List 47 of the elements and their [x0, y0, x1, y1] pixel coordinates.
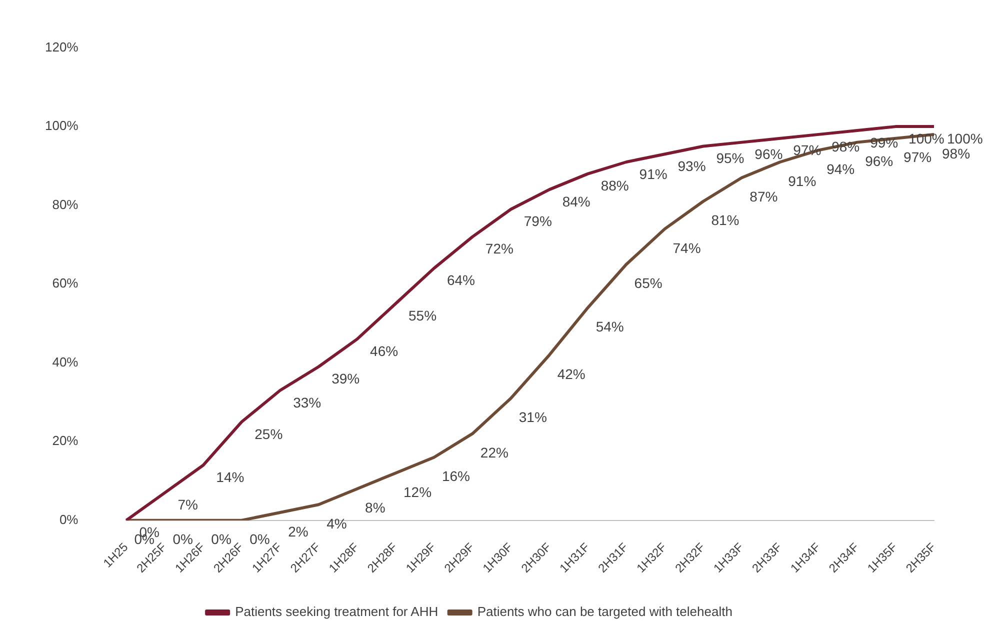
data-label: 79%	[524, 213, 552, 230]
data-label: 95%	[716, 150, 744, 166]
data-label: 87%	[750, 188, 778, 205]
data-label: 4%	[326, 515, 347, 532]
data-label: 96%	[865, 153, 894, 170]
data-label: 0%	[250, 531, 270, 548]
y-tick-label: 20%	[52, 433, 79, 448]
data-label: 14%	[216, 469, 244, 486]
data-label: 94%	[826, 161, 855, 178]
data-label: 93%	[678, 158, 706, 174]
legend-label: Patients who can be targeted with telehealth	[477, 604, 732, 620]
data-label: 64%	[446, 272, 475, 288]
data-label: 81%	[711, 212, 740, 228]
data-label: 84%	[562, 193, 590, 210]
legend-label: Patients seeking treatment for AHH	[235, 604, 438, 620]
data-label: 0%	[211, 531, 232, 548]
data-label: 46%	[370, 343, 398, 360]
data-label: 8%	[365, 500, 386, 516]
data-label: 39%	[332, 370, 360, 387]
data-label: 88%	[600, 178, 629, 194]
y-tick-label: 40%	[52, 354, 79, 370]
data-label: 72%	[485, 240, 514, 257]
y-tick-label: 80%	[52, 196, 79, 212]
data-label: 31%	[518, 409, 547, 426]
data-label: 42%	[557, 366, 586, 382]
y-tick-label: 100%	[45, 118, 79, 134]
data-label: 98%	[942, 145, 970, 162]
y-tick-label: 60%	[52, 276, 79, 291]
data-label: 25%	[254, 426, 283, 442]
data-label: 97%	[904, 149, 932, 166]
data-label: 96%	[754, 146, 783, 162]
data-label: 74%	[672, 240, 701, 256]
data-label: 7%	[178, 496, 198, 513]
y-tick-label: 120%	[45, 39, 79, 54]
data-label: 54%	[596, 318, 624, 335]
data-label: 91%	[639, 166, 668, 182]
data-label: 0%	[172, 531, 193, 548]
data-label: 55%	[408, 308, 437, 324]
data-label: 91%	[788, 172, 816, 189]
data-label: 16%	[442, 468, 470, 484]
data-label: 33%	[293, 394, 322, 410]
data-label: 22%	[480, 444, 508, 461]
data-label: 65%	[634, 275, 662, 292]
y-tick-label: 0%	[59, 512, 79, 527]
data-label: 2%	[288, 523, 308, 540]
data-label: 100%	[947, 130, 983, 146]
data-label: 12%	[404, 484, 432, 500]
